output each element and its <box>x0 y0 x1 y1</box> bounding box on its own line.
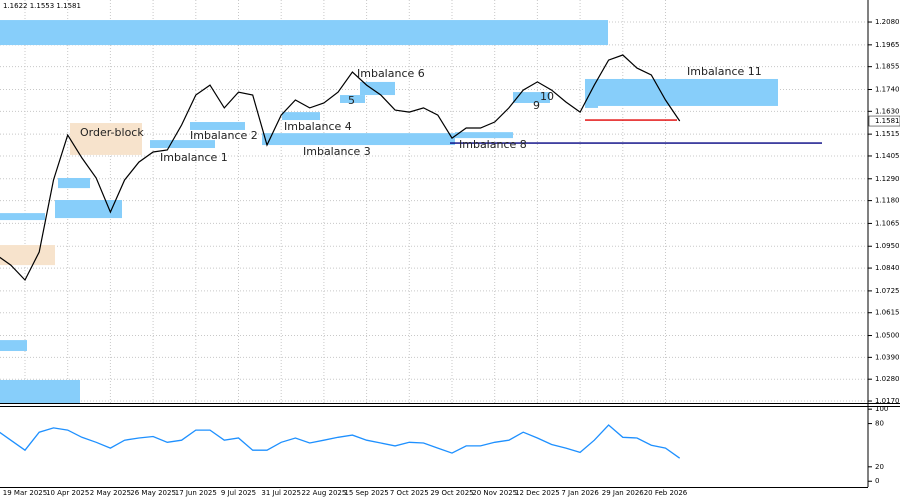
x-tick-label: 10 Apr 2025 <box>46 489 89 497</box>
y-tick-label: 1.1405 <box>875 152 900 160</box>
x-tick-label: 2 May 2025 <box>90 489 131 497</box>
x-tick-label: 12 Dec 2025 <box>515 489 560 497</box>
y-tick-label: 1.1740 <box>875 85 900 93</box>
x-tick-label: 29 Oct 2025 <box>430 489 473 497</box>
y-tick-label: 0 <box>875 477 879 485</box>
y-tick-label: 1.0170 <box>875 397 900 405</box>
y-tick-label: 80 <box>875 420 884 428</box>
zone-label: Imbalance 8 <box>459 138 527 151</box>
oscillator-panel <box>0 424 681 459</box>
zone <box>0 379 80 403</box>
y-tick-label: 1.0280 <box>875 375 900 383</box>
zone <box>585 100 598 108</box>
zone <box>0 20 608 46</box>
y-tick-label: 1.0500 <box>875 332 900 340</box>
price-line <box>0 54 681 282</box>
price-header: 1.1622 1.1553 1.1581 <box>3 2 81 10</box>
y-tick-label: 1.2080 <box>875 18 900 26</box>
zone <box>262 133 455 146</box>
x-tick-label: 15 Sep 2025 <box>344 489 388 497</box>
y-tick-label: 20 <box>875 463 884 471</box>
x-tick-label: 7 Jan 2026 <box>561 489 599 497</box>
y-tick-label: 1.1630 <box>875 107 900 115</box>
zone-label: 10 <box>540 90 554 103</box>
oscillator-line <box>0 424 681 459</box>
zone <box>190 122 245 130</box>
zone <box>55 200 122 219</box>
y-tick-label: 1.0390 <box>875 353 900 361</box>
zone <box>150 140 215 149</box>
zone-label: Imbalance 3 <box>303 145 371 158</box>
x-tick-label: 22 Aug 2025 <box>301 489 346 497</box>
zone <box>0 245 55 266</box>
zone <box>513 92 550 103</box>
y-tick-label: 1.1855 <box>875 63 900 71</box>
y-tick-label: 100 <box>875 405 888 413</box>
y-tick-label: 1.1065 <box>875 219 900 227</box>
x-tick-label: 9 Jul 2025 <box>221 489 256 497</box>
zone <box>585 78 778 106</box>
x-tick-label: 20 Feb 2026 <box>644 489 688 497</box>
zone <box>455 132 513 139</box>
zone-label: Imbalance 11 <box>687 65 762 78</box>
zone <box>0 213 45 221</box>
y-tick-label: 1.0840 <box>875 264 900 272</box>
zone <box>58 177 90 189</box>
zone-label: Imbalance 1 <box>160 151 228 164</box>
price-panel: Imbalance 11 Imbalance 6 5 Imbalance 4 Imbal… <box>0 0 868 403</box>
zone <box>360 81 395 96</box>
y-tick-label: 1.1965 <box>875 41 900 49</box>
zone <box>0 340 27 352</box>
y-tick-label: 1.1180 <box>875 197 900 205</box>
x-tick-label: 19 Mar 2025 <box>3 489 47 497</box>
x-tick-label: 26 May 2025 <box>130 489 176 497</box>
zone <box>70 123 142 155</box>
zone-label: Imbalance 4 <box>284 120 352 133</box>
x-tick-label: 29 Jan 2026 <box>602 489 645 497</box>
y-tick-label: 1.0615 <box>875 309 900 317</box>
zone-label: 5 <box>348 94 355 107</box>
zone-label: Imbalance 2 <box>190 129 258 142</box>
y-tick-label: 1.0725 <box>875 287 900 295</box>
zone-label: Order-block <box>80 126 144 139</box>
x-tick-label: 20 Nov 2025 <box>472 489 517 497</box>
current-price-label: 1.1581 <box>875 117 900 125</box>
y-tick-label: 1.0950 <box>875 242 900 250</box>
zone-label: 9 <box>533 99 540 112</box>
zone-label: Imbalance 6 <box>357 67 425 80</box>
y-tick-label: 1.1290 <box>875 175 900 183</box>
current-price-box <box>868 115 900 127</box>
x-tick-label: 7 Oct 2025 <box>390 489 429 497</box>
zone <box>282 112 320 121</box>
y-tick-label: 1.1515 <box>875 130 900 138</box>
x-tick-label: 31 Jul 2025 <box>261 489 301 497</box>
x-tick-label: 17 Jun 2025 <box>175 489 217 497</box>
zone <box>340 95 365 103</box>
